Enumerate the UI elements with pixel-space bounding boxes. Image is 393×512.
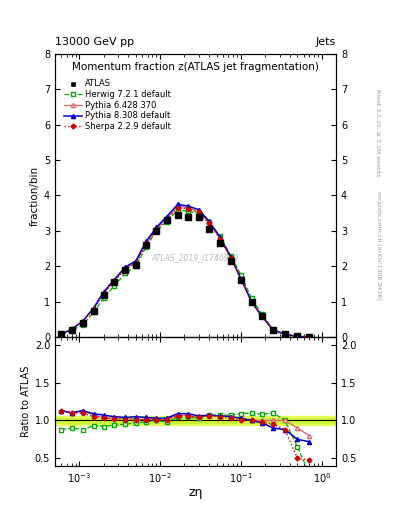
X-axis label: zη: zη [188, 486, 203, 499]
Text: 13000 GeV pp: 13000 GeV pp [55, 37, 134, 47]
Text: ATLAS_2019_I1740909: ATLAS_2019_I1740909 [152, 253, 239, 262]
Text: Rivet 3.1.10, ≥ 3.1M events: Rivet 3.1.10, ≥ 3.1M events [376, 90, 380, 177]
Text: Jets: Jets [316, 37, 336, 47]
Text: mcplots.cern.ch [arXiv:1306.3436]: mcplots.cern.ch [arXiv:1306.3436] [376, 191, 380, 300]
Y-axis label: fraction/bin: fraction/bin [30, 165, 40, 225]
Bar [55, 416, 336, 425]
Legend: ATLAS, Herwig 7.2.1 default, Pythia 6.428 370, Pythia 8.308 default, Sherpa 2.2.: ATLAS, Herwig 7.2.1 default, Pythia 6.42… [62, 78, 173, 133]
Text: Momentum fraction z(ATLAS jet fragmentation): Momentum fraction z(ATLAS jet fragmentat… [72, 62, 319, 72]
Bar [55, 418, 336, 423]
Y-axis label: Ratio to ATLAS: Ratio to ATLAS [20, 366, 31, 437]
